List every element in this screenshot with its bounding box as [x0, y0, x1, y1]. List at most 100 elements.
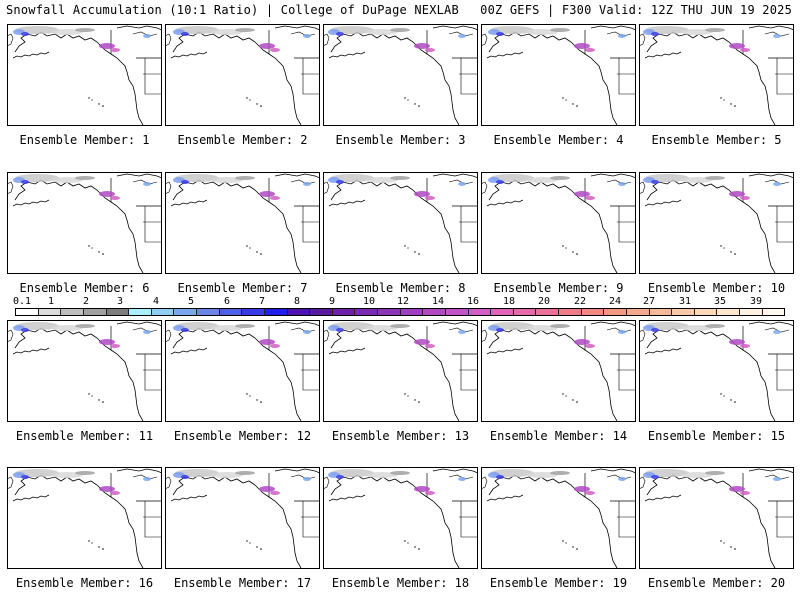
- snowfall-area: [211, 177, 243, 183]
- snowfall-area: [75, 28, 95, 32]
- snowfall-area: [270, 344, 280, 348]
- snowfall-area: [490, 469, 534, 477]
- snowfall-area: [651, 328, 659, 332]
- ensemble-member-label: Ensemble Member: 19: [489, 576, 628, 590]
- snowfall-area: [458, 34, 466, 38]
- colorbar-swatch: [174, 309, 197, 315]
- snowfall-area: [550, 471, 570, 475]
- colorbar-tick-label: 3: [116, 296, 124, 307]
- colorbar-tick-label: 9: [328, 296, 336, 307]
- snowfall-map: [481, 320, 636, 422]
- snowfall-area: [15, 26, 59, 34]
- snowfall-area: [366, 325, 398, 331]
- snowfall-area: [773, 34, 781, 38]
- colorbar-tick-label: 18: [502, 296, 516, 307]
- snowfall-map: [639, 467, 794, 569]
- snowfall-area: [729, 191, 745, 197]
- ensemble-panel: Ensemble Member: 12: [165, 320, 320, 443]
- snowfall-area: [740, 196, 750, 200]
- snowfall-area: [645, 469, 689, 477]
- snowfall-map: [7, 172, 162, 274]
- colorbar-swatch: [672, 309, 695, 315]
- snowfall-area: [259, 191, 275, 197]
- colorbar-swatch: [740, 309, 763, 315]
- snowfall-area: [99, 191, 115, 197]
- ensemble-panel: Ensemble Member: 15: [639, 320, 794, 443]
- snowfall-area: [773, 182, 781, 186]
- snowfall-area: [496, 32, 504, 36]
- colorbar-tick-label: 20: [537, 296, 551, 307]
- snowfall-area: [740, 48, 750, 52]
- snowfall-area: [390, 471, 410, 475]
- snowfall-area: [21, 180, 29, 184]
- colorbar-swatch: [310, 309, 333, 315]
- snowfall-area: [651, 32, 659, 36]
- colorbar-swatch: [513, 309, 537, 315]
- snowfall-area: [336, 328, 344, 332]
- snowfall-area: [705, 324, 725, 328]
- snowfall-map: [165, 467, 320, 569]
- snowfall-area: [175, 174, 219, 182]
- snowfall-area: [75, 471, 95, 475]
- colorbar-swatch: [129, 309, 152, 315]
- snowfall-area: [51, 177, 83, 183]
- snowfall-map: [165, 320, 320, 422]
- snowfall-area: [458, 330, 466, 334]
- snowfall-area: [143, 182, 151, 186]
- snowfall-area: [259, 339, 275, 345]
- snowfall-area: [740, 491, 750, 495]
- colorbar-swatch: [355, 309, 378, 315]
- ensemble-member-label: Ensemble Member: 16: [15, 576, 154, 590]
- snowfall-area: [414, 191, 430, 197]
- colorbar-swatch: [197, 309, 220, 315]
- snowfall-area: [681, 177, 713, 183]
- snowfall-area: [330, 174, 374, 182]
- snowfall-area: [705, 28, 725, 32]
- snowfall-area: [330, 322, 374, 330]
- snowfall-area: [740, 344, 750, 348]
- colorbar-tick-label: 8: [293, 296, 301, 307]
- snowfall-map: [481, 467, 636, 569]
- ensemble-member-label: Ensemble Member: 10: [647, 281, 786, 295]
- snowfall-area: [585, 491, 595, 495]
- colorbar-tick-label: 7: [258, 296, 266, 307]
- colorbar-swatch: [106, 309, 130, 315]
- snowfall-area: [21, 32, 29, 36]
- snowfall-map: [639, 320, 794, 422]
- ensemble-panel: Ensemble Member: 17: [165, 467, 320, 590]
- ensemble-member-label: Ensemble Member: 6: [19, 281, 150, 295]
- snowfall-area: [526, 177, 558, 183]
- colorbar-tick-label: 10: [362, 296, 376, 307]
- snowfall-area: [618, 330, 626, 334]
- colorbar-swatch: [762, 309, 785, 315]
- snowfall-area: [490, 174, 534, 182]
- colorbar-swatch: [219, 309, 243, 315]
- colorbar-swatch: [83, 309, 107, 315]
- snowfall-area: [336, 475, 344, 479]
- snowfall-area: [21, 328, 29, 332]
- colorbar-swatch: [38, 309, 62, 315]
- snowfall-map: [481, 172, 636, 274]
- ensemble-member-label: Ensemble Member: 12: [173, 429, 312, 443]
- ensemble-panel: Ensemble Member: 13: [323, 320, 478, 443]
- ensemble-panel: Ensemble Member: 4: [481, 24, 636, 147]
- snowfall-area: [496, 328, 504, 332]
- snowfall-area: [585, 48, 595, 52]
- snowfall-map: [323, 467, 478, 569]
- snowfall-area: [425, 48, 435, 52]
- ensemble-member-label: Ensemble Member: 8: [335, 281, 466, 295]
- ensemble-member-label: Ensemble Member: 13: [331, 429, 470, 443]
- snowfall-area: [181, 180, 189, 184]
- snowfall-area: [705, 471, 725, 475]
- colorbar-swatch: [61, 309, 84, 315]
- snowfall-area: [110, 196, 120, 200]
- snowfall-area: [425, 196, 435, 200]
- colorbar-swatch: [559, 309, 582, 315]
- ensemble-panel: Ensemble Member: 18: [323, 467, 478, 590]
- ensemble-member-label: Ensemble Member: 3: [335, 133, 466, 147]
- snowfall-map: [165, 24, 320, 126]
- snowfall-area: [585, 344, 595, 348]
- snowfall-area: [729, 486, 745, 492]
- snowfall-area: [618, 34, 626, 38]
- ensemble-panel: Ensemble Member: 1: [7, 24, 162, 147]
